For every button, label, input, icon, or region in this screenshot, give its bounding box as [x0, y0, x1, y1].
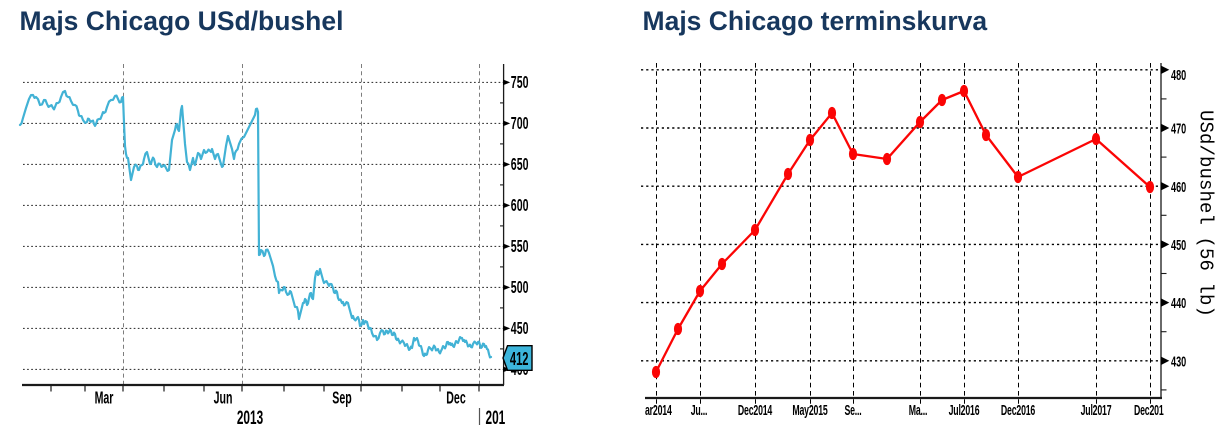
svg-text:Dec: Dec — [446, 389, 465, 408]
svg-text:440: 440 — [1171, 295, 1186, 312]
svg-text:Dec2016: Dec2016 — [1001, 402, 1036, 419]
svg-text:470: 470 — [1171, 120, 1186, 137]
svg-text:700: 700 — [511, 115, 529, 134]
svg-text:430: 430 — [1171, 353, 1186, 370]
svg-text:Mar: Mar — [95, 389, 114, 408]
svg-text:Sep: Sep — [332, 389, 352, 408]
svg-text:460: 460 — [1171, 178, 1186, 195]
svg-text:May2015: May2015 — [792, 402, 828, 419]
svg-text:USd/bushel (56 lb): USd/bushel (56 lb) — [1195, 110, 1217, 317]
svg-text:Jul2016: Jul2016 — [949, 402, 980, 419]
svg-text:Jul2017: Jul2017 — [1081, 402, 1112, 419]
svg-text:2013: 2013 — [237, 408, 263, 428]
svg-text:Dec2014: Dec2014 — [738, 402, 773, 419]
svg-text:201: 201 — [486, 408, 506, 428]
svg-text:Ma...: Ma... — [909, 402, 928, 419]
svg-text:450: 450 — [511, 320, 529, 339]
svg-text:550: 550 — [511, 238, 529, 257]
svg-text:480: 480 — [1171, 67, 1186, 84]
svg-text:412: 412 — [510, 349, 529, 369]
svg-text:Ju...: Ju... — [691, 402, 708, 419]
svg-text:500: 500 — [511, 279, 529, 298]
svg-text:450: 450 — [1171, 237, 1186, 254]
svg-text:750: 750 — [511, 74, 529, 93]
svg-text:Dec201: Dec201 — [1134, 402, 1164, 419]
svg-text:Se...: Se... — [844, 402, 861, 419]
svg-text:Jun: Jun — [214, 389, 233, 408]
svg-text:650: 650 — [511, 156, 529, 175]
svg-text:600: 600 — [511, 197, 529, 216]
svg-text:ar2014: ar2014 — [645, 402, 672, 419]
